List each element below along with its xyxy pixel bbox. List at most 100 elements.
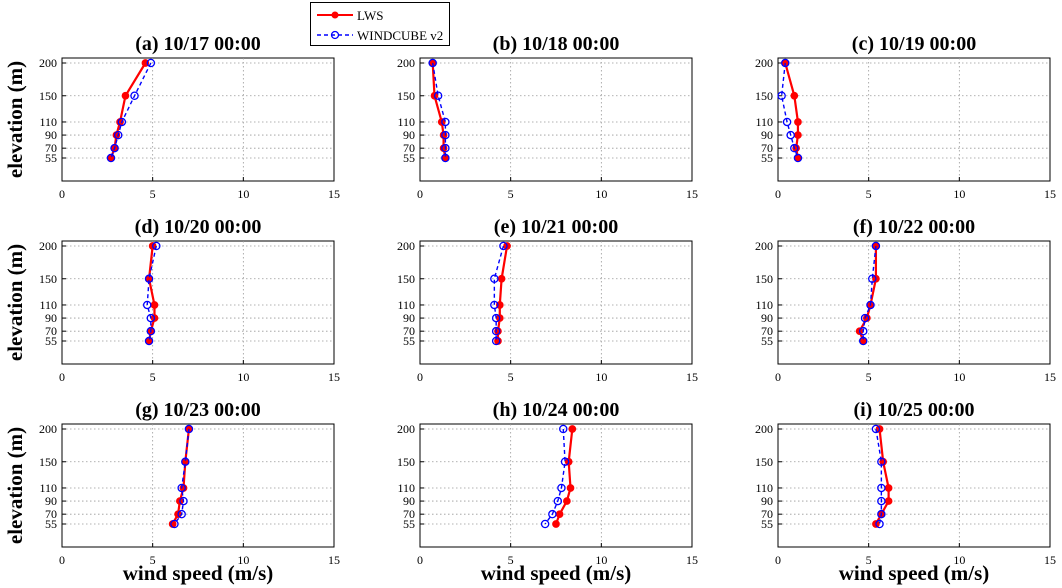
x-tick-label: 10 — [953, 187, 965, 201]
y-tick-label: 150 — [755, 89, 773, 103]
plot-area — [61, 57, 335, 182]
x-tick-label: 5 — [866, 370, 872, 384]
data-point-lws — [555, 510, 564, 519]
subplot-title: (d) 10/20 00:00 — [135, 216, 262, 238]
x-tick-label: 0 — [775, 370, 781, 384]
data-point-lws — [566, 484, 575, 492]
y-tick-label: 110 — [755, 481, 773, 495]
x-tick-label: 10 — [953, 370, 965, 384]
data-point-windcube — [786, 130, 795, 140]
data-point-windcube — [781, 58, 790, 68]
data-point-windcube — [184, 424, 194, 434]
data-point-windcube — [144, 274, 154, 284]
y-tick-label: 200 — [39, 239, 57, 253]
y-tick-label: 90 — [403, 128, 415, 142]
data-point-windcube — [490, 300, 499, 310]
data-point-windcube — [877, 496, 886, 506]
y-tick-label: 110 — [397, 298, 415, 312]
y-tick-label: 110 — [755, 298, 773, 312]
legend-label-lws: LWS — [357, 8, 384, 23]
y-tick-label: 70 — [761, 324, 773, 338]
legend-marker-lws — [317, 11, 353, 19]
x-tick-label: 10 — [237, 370, 249, 384]
y-tick-label: 150 — [397, 455, 415, 469]
y-tick-label: 110 — [397, 481, 415, 495]
x-tick-label: 5 — [150, 553, 156, 567]
data-point-windcube — [548, 509, 557, 519]
data-point-windcube — [777, 91, 786, 101]
series-line-windcube — [110, 62, 152, 159]
series-line-windcube — [875, 428, 883, 525]
data-point-lws — [790, 91, 799, 100]
series-line-windcube — [862, 245, 877, 341]
plot-area — [777, 240, 1051, 365]
y-tick-label: 150 — [39, 89, 57, 103]
y-tick-label: 150 — [397, 272, 415, 286]
legend-marker-windcube — [317, 30, 353, 40]
plot-area — [419, 57, 693, 182]
data-point-windcube — [871, 241, 881, 251]
data-point-windcube — [113, 130, 123, 140]
plot-area — [777, 57, 1051, 182]
y-tick-label: 150 — [755, 455, 773, 469]
data-point-windcube — [441, 143, 450, 153]
data-point-windcube — [559, 424, 568, 434]
y-tick-label: 90 — [761, 311, 773, 325]
y-tick-label: 55 — [45, 151, 57, 165]
x-tick-label: 5 — [150, 187, 156, 201]
data-point-windcube — [553, 496, 563, 506]
data-point-lws — [121, 91, 130, 100]
y-tick-label: 200 — [755, 56, 773, 70]
legend-item-windcube: WINDCUBE v2 — [311, 25, 449, 45]
data-point-windcube — [875, 519, 884, 529]
data-point-windcube — [866, 300, 875, 310]
x-tick-label: 5 — [508, 370, 514, 384]
y-tick-label: 200 — [397, 422, 415, 436]
series-line-windcube — [173, 428, 190, 525]
data-point-windcube — [858, 326, 868, 336]
legend-label-windcube: WINDCUBE v2 — [357, 28, 444, 43]
subplot-title: (f) 10/22 00:00 — [853, 216, 975, 238]
x-tick-label: 5 — [866, 187, 872, 201]
x-tick-label: 5 — [866, 553, 872, 567]
x-tick-label: 0 — [775, 553, 781, 567]
x-axis-label: wind speed (m/s) — [481, 561, 632, 585]
y-axis-label: elevation (m) — [3, 61, 27, 178]
y-tick-label: 70 — [403, 507, 415, 521]
data-point-windcube — [441, 117, 450, 127]
series-line-windcube — [544, 428, 566, 525]
data-point-windcube — [433, 91, 443, 101]
data-point-windcube — [877, 483, 886, 493]
series-line-windcube — [432, 62, 447, 158]
y-tick-label: 110 — [39, 115, 57, 129]
y-tick-label: 200 — [755, 239, 773, 253]
plot-area — [61, 423, 335, 548]
y-tick-label: 200 — [755, 422, 773, 436]
data-point-lws — [497, 274, 506, 283]
plot-area — [777, 423, 1051, 548]
y-tick-label: 150 — [39, 455, 57, 469]
x-tick-label: 15 — [328, 370, 340, 384]
y-tick-label: 110 — [39, 481, 57, 495]
x-tick-label: 0 — [775, 187, 781, 201]
data-point-windcube — [868, 274, 877, 284]
data-point-lws — [552, 520, 560, 528]
subplot-title: (g) 10/23 00:00 — [135, 399, 261, 421]
y-tick-label: 55 — [403, 517, 415, 531]
x-tick-label: 10 — [953, 553, 965, 567]
plot-area — [419, 423, 693, 548]
y-tick-label: 70 — [761, 141, 773, 155]
series-line-windcube — [493, 245, 505, 341]
x-tick-label: 5 — [508, 553, 514, 567]
data-point-lws — [794, 131, 802, 139]
subplot-title: (e) 10/21 00:00 — [494, 216, 618, 238]
y-tick-label: 70 — [403, 141, 415, 155]
data-point-windcube — [110, 143, 119, 153]
